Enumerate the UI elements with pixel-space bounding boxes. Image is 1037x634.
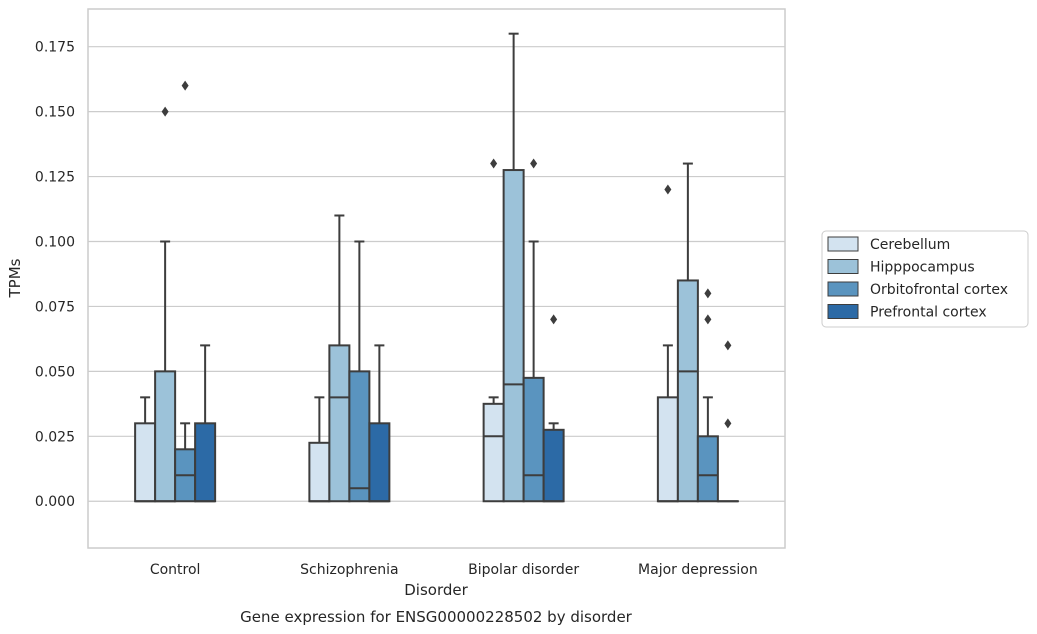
box-group [482, 158, 505, 503]
outlier-point [704, 314, 712, 325]
box [676, 279, 699, 503]
y-tick-label: 0.000 [35, 494, 75, 510]
outlier-point [161, 106, 169, 117]
x-tick-label: Schizophrenia [300, 562, 398, 578]
outlier-point [530, 158, 538, 169]
x-axis-ticks: Control Schizophrenia Bipolar disorder Majo… [150, 562, 758, 578]
y-tick-label: 0.050 [35, 364, 75, 380]
legend-swatch [827, 259, 859, 274]
box-group [656, 184, 679, 503]
chart-title: Gene expression for ENSG00000228502 by d… [240, 608, 633, 626]
outlier-point [724, 340, 732, 351]
legend-label: Hipppocampus [870, 260, 975, 276]
legend: Cerebellum Hipppocampus Orbitofrontal cort… [821, 230, 1029, 328]
box [502, 169, 525, 503]
box [348, 370, 371, 503]
box-group [542, 314, 565, 503]
box [542, 428, 565, 503]
y-tick-label: 0.100 [35, 234, 75, 250]
legend-swatch [827, 236, 859, 252]
plot-area-frame [87, 8, 786, 549]
box-group [348, 240, 371, 503]
box-marks [134, 32, 739, 503]
box [522, 376, 545, 503]
legend-swatch [827, 304, 859, 319]
box [482, 402, 505, 503]
x-tick-label: Control [150, 562, 201, 578]
legend-label: Prefrontal cortex [870, 305, 987, 321]
box [696, 435, 719, 503]
box [368, 422, 391, 503]
box-group [502, 32, 525, 503]
y-tick-label: 0.025 [35, 429, 75, 445]
box-group [328, 214, 351, 503]
box [308, 441, 331, 503]
box-group [716, 340, 739, 503]
outlier-point [724, 418, 732, 429]
y-tick-label: 0.175 [35, 40, 75, 56]
box-group [134, 396, 157, 503]
box [194, 422, 217, 503]
box-group [676, 162, 699, 503]
outlier-point [664, 184, 672, 195]
box-group [308, 396, 331, 503]
legend-frame [821, 230, 1029, 328]
x-axis-label: Disorder [404, 581, 468, 599]
y-tick-label: 0.150 [35, 105, 75, 121]
outlier-point [704, 288, 712, 299]
legend-label: Cerebellum [870, 237, 950, 253]
outlier-point [490, 158, 498, 169]
box [134, 422, 157, 503]
x-tick-label: Major depression [638, 562, 758, 578]
legend-swatch [827, 281, 859, 297]
box-group [696, 288, 719, 503]
box-group [154, 106, 177, 503]
y-axis-ticks: 0.000 0.025 0.050 0.075 0.100 0.125 0.150 0.175 [35, 40, 75, 511]
box-group [194, 344, 217, 503]
y-axis-label: TPMs [6, 258, 24, 298]
box [154, 370, 177, 503]
x-tick-label: Bipolar disorder [468, 562, 579, 578]
box-group [522, 158, 545, 503]
box-group [174, 80, 197, 503]
box [656, 396, 679, 503]
y-tick-label: 0.125 [35, 170, 75, 186]
box [328, 344, 351, 503]
y-tick-label: 0.075 [35, 299, 75, 315]
legend-label: Orbitofrontal cortex [870, 282, 1008, 298]
outlier-point [181, 80, 189, 91]
outlier-point [550, 314, 558, 325]
box-group [368, 344, 391, 503]
